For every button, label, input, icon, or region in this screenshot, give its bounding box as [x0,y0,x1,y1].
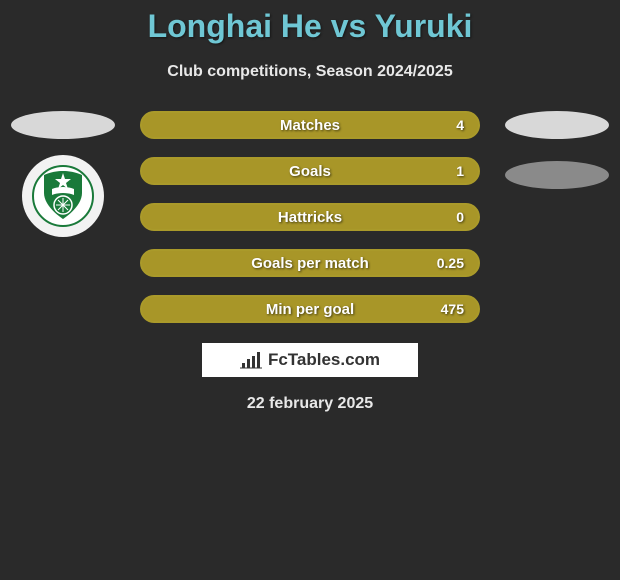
stat-row: Min per goal 475 [140,295,480,323]
left-club-badge [22,155,104,237]
brand-logo-box: FcTables.com [202,343,418,377]
club-shield-icon [32,165,94,227]
stat-label: Goals per match [251,255,369,272]
stat-row: Matches 4 [140,111,480,139]
stat-value: 1 [456,163,464,179]
bar-chart-icon [240,351,262,369]
stat-label: Min per goal [266,301,354,318]
stat-label: Matches [280,117,340,134]
stat-label: Hattricks [278,209,342,226]
right-player-column [502,111,612,189]
stat-label: Goals [289,163,331,180]
stat-row: Goals per match 0.25 [140,249,480,277]
stats-list: Matches 4 Goals 1 Hattricks 0 Goals per … [140,111,480,323]
season-subtitle: Club competitions, Season 2024/2025 [0,63,620,81]
stat-value: 475 [441,301,464,317]
stat-row: Goals 1 [140,157,480,185]
left-player-oval [11,111,115,139]
right-player-oval-2 [505,161,609,189]
comparison-content: Matches 4 Goals 1 Hattricks 0 Goals per … [0,111,620,413]
left-player-column [8,111,118,237]
snapshot-date: 22 february 2025 [0,395,620,413]
right-player-oval-1 [505,111,609,139]
brand-name: FcTables.com [268,350,380,370]
stat-row: Hattricks 0 [140,203,480,231]
stat-value: 0 [456,209,464,225]
stat-value: 0.25 [437,255,464,271]
page-title: Longhai He vs Yuruki [0,0,620,45]
stat-value: 4 [456,117,464,133]
